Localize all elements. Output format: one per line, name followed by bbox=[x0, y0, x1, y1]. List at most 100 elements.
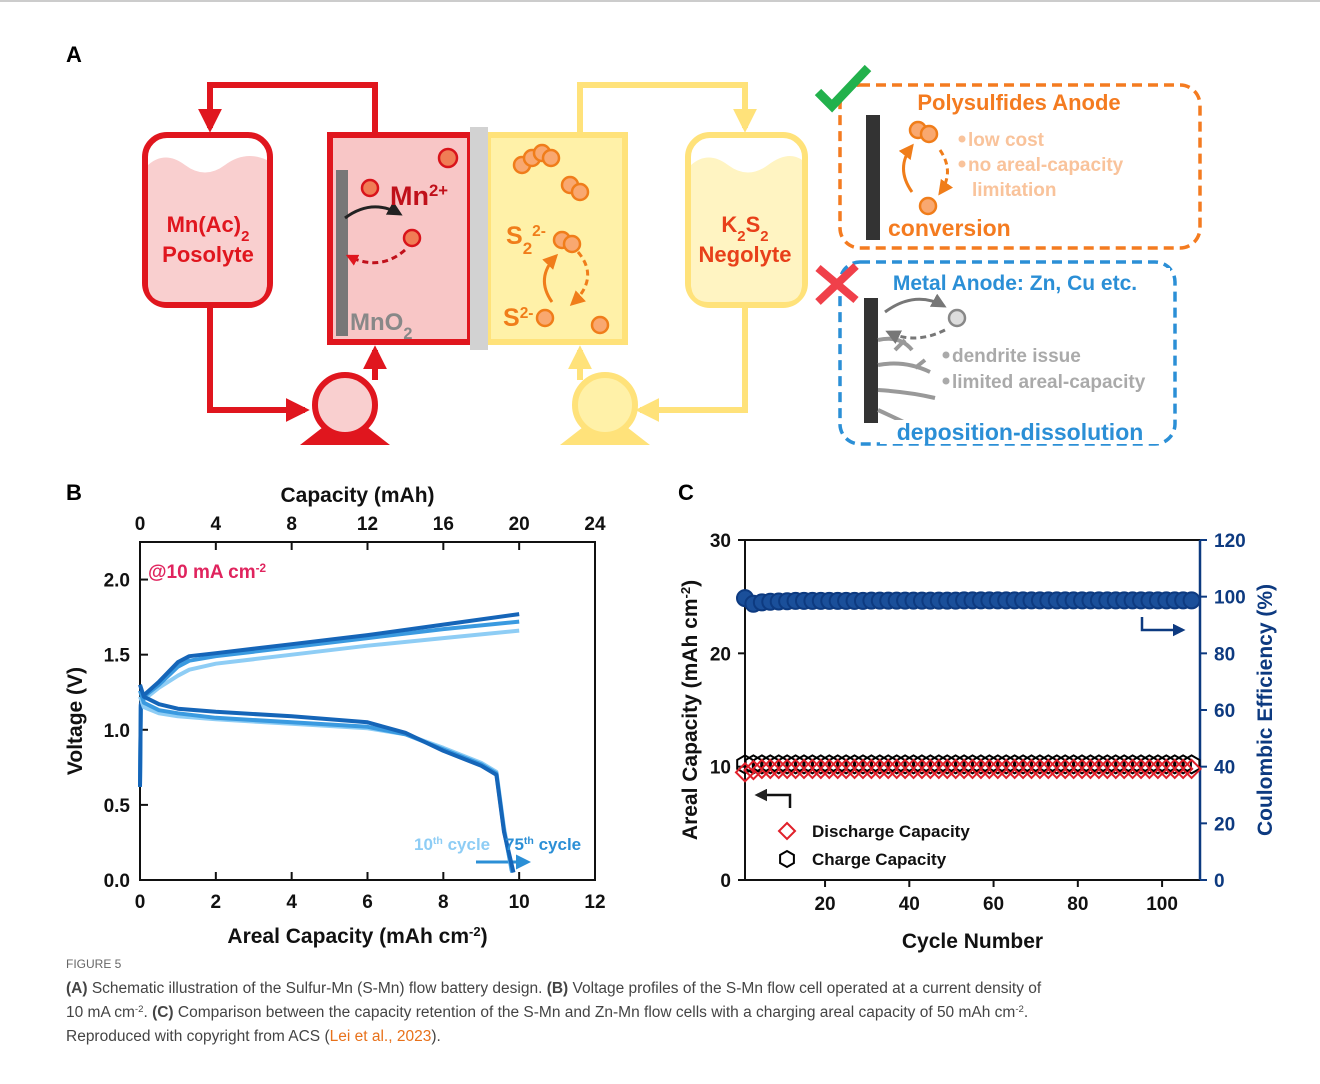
box-title: Polysulfides Anode bbox=[917, 90, 1120, 115]
pipe bbox=[640, 305, 745, 410]
x-tick-label: 80 bbox=[1067, 894, 1088, 915]
text-run: (C) bbox=[152, 1004, 174, 1021]
point: low cost bbox=[968, 130, 1045, 151]
cross-mark bbox=[818, 266, 856, 302]
reaction-arrow bbox=[940, 150, 948, 193]
particle bbox=[921, 126, 937, 142]
y2-tick-label: 100 bbox=[1214, 588, 1246, 609]
particle bbox=[949, 310, 965, 326]
legend-label: Discharge Capacity bbox=[812, 822, 970, 841]
particle bbox=[920, 198, 936, 214]
dendrite bbox=[878, 339, 935, 430]
membrane bbox=[470, 127, 488, 350]
bullet bbox=[943, 352, 950, 359]
negolyte-label: Negolyte bbox=[699, 242, 792, 267]
text-run: (B) bbox=[547, 980, 569, 997]
legend-label: Charge Capacity bbox=[812, 850, 947, 869]
reaction-arrow bbox=[888, 330, 945, 338]
x-axis-title: Cycle Number bbox=[902, 930, 1043, 953]
text-run: 2 bbox=[523, 239, 532, 258]
check-mark bbox=[818, 68, 868, 106]
text-run: -2 bbox=[135, 1004, 144, 1015]
y-tick-label: 0.0 bbox=[104, 871, 130, 892]
text-run: 2- bbox=[520, 305, 534, 322]
text-run: . bbox=[1024, 1004, 1028, 1021]
pump bbox=[575, 375, 635, 435]
electrode bbox=[336, 170, 348, 336]
bullet bbox=[959, 136, 966, 143]
x-tick-label: 20 bbox=[814, 894, 835, 915]
annotation: @10 mA cm-2 bbox=[148, 562, 267, 584]
text-run: cycle bbox=[443, 835, 490, 854]
y-axis-title: Areal Capacity (mAh cm-2) bbox=[678, 580, 703, 840]
y-tick-label: 10 bbox=[710, 758, 731, 779]
particle bbox=[564, 236, 580, 252]
pipe bbox=[580, 85, 745, 135]
particle bbox=[439, 149, 457, 167]
caption-line: (A) Schematic illustration of the Sulfur… bbox=[66, 980, 1042, 997]
x-tick-label: 2 bbox=[211, 892, 222, 913]
text-run: 75 bbox=[505, 835, 524, 854]
point bbox=[1184, 592, 1200, 608]
x-tick-label: 10 bbox=[509, 892, 530, 913]
y-tick-label: 1.5 bbox=[104, 646, 131, 667]
electrode bbox=[866, 115, 880, 240]
y-tick-label: 1.0 bbox=[104, 721, 130, 742]
point: limited areal-capacity bbox=[952, 372, 1146, 393]
x2-tick-label: 4 bbox=[211, 514, 222, 535]
point: dendrite issue bbox=[952, 346, 1081, 367]
text-run: @10 mA cm bbox=[148, 562, 256, 583]
text-run: -2 bbox=[678, 587, 693, 599]
legend-marker bbox=[779, 823, 795, 839]
y-axis-title: Voltage (V) bbox=[64, 667, 87, 775]
x-tick-label: 40 bbox=[899, 894, 920, 915]
text-run: 10 mA cm bbox=[66, 1004, 135, 1021]
reaction-arrow bbox=[904, 146, 913, 192]
text-run: Voltage profiles of the S-Mn flow cell o… bbox=[568, 980, 1042, 997]
y2-tick-label: 60 bbox=[1214, 701, 1235, 722]
y-tick-label: 30 bbox=[710, 531, 731, 552]
x-tick-label: 8 bbox=[438, 892, 449, 913]
text-run: ) bbox=[481, 925, 488, 948]
panel-label: A bbox=[66, 42, 82, 67]
y-tick-label: 0 bbox=[720, 871, 731, 892]
particle bbox=[537, 310, 553, 326]
text-run: Reproduced with copyright from ACS ( bbox=[66, 1028, 330, 1045]
text-run: 2 bbox=[403, 325, 412, 343]
reaction-arrow bbox=[885, 299, 944, 312]
panel-label: B bbox=[66, 480, 82, 505]
x-tick-label: 0 bbox=[135, 892, 146, 913]
annotation: 10th cycle bbox=[414, 835, 490, 854]
text-run: Areal Capacity (mAh cm bbox=[227, 925, 469, 948]
box-title: Metal Anode: Zn, Cu etc. bbox=[893, 272, 1137, 295]
voltage-curve bbox=[140, 614, 519, 787]
text-run: Schematic illustration of the Sulfur-Mn … bbox=[88, 980, 547, 997]
figure: A B C bbox=[0, 0, 1320, 1084]
text-run: . bbox=[143, 1004, 152, 1021]
point: no areal-capacity bbox=[968, 155, 1124, 176]
bullet bbox=[959, 161, 966, 168]
y2-tick-label: 20 bbox=[1214, 814, 1235, 835]
text-run: 10 bbox=[414, 835, 433, 854]
x-tick-label: 6 bbox=[362, 892, 373, 913]
text-run: 2- bbox=[532, 223, 546, 240]
voltage-curve bbox=[140, 622, 519, 787]
y2-tick-label: 80 bbox=[1214, 644, 1235, 665]
axis-pointer bbox=[757, 795, 790, 808]
caption-line: Reproduced with copyright from ACS (Lei … bbox=[66, 1028, 441, 1045]
y2-tick-label: 120 bbox=[1214, 531, 1246, 552]
x2-tick-label: 0 bbox=[135, 514, 146, 535]
x-axis-title: Areal Capacity (mAh cm-2) bbox=[227, 924, 487, 949]
y-tick-label: 2.0 bbox=[104, 571, 130, 592]
panel-label: C bbox=[678, 480, 694, 505]
x-tick-label: 60 bbox=[983, 894, 1004, 915]
text-run: -2 bbox=[469, 924, 481, 939]
x-tick-label: 100 bbox=[1146, 894, 1178, 915]
text-run: Areal Capacity (mAh cm bbox=[679, 598, 702, 840]
mechanism: deposition-dissolution bbox=[897, 419, 1144, 445]
y-tick-label: 0.5 bbox=[104, 796, 131, 817]
text-run: Comparison between the capacity retentio… bbox=[174, 1004, 1016, 1021]
particle bbox=[592, 317, 608, 333]
x2-tick-label: 20 bbox=[509, 514, 530, 535]
pump bbox=[315, 375, 375, 435]
